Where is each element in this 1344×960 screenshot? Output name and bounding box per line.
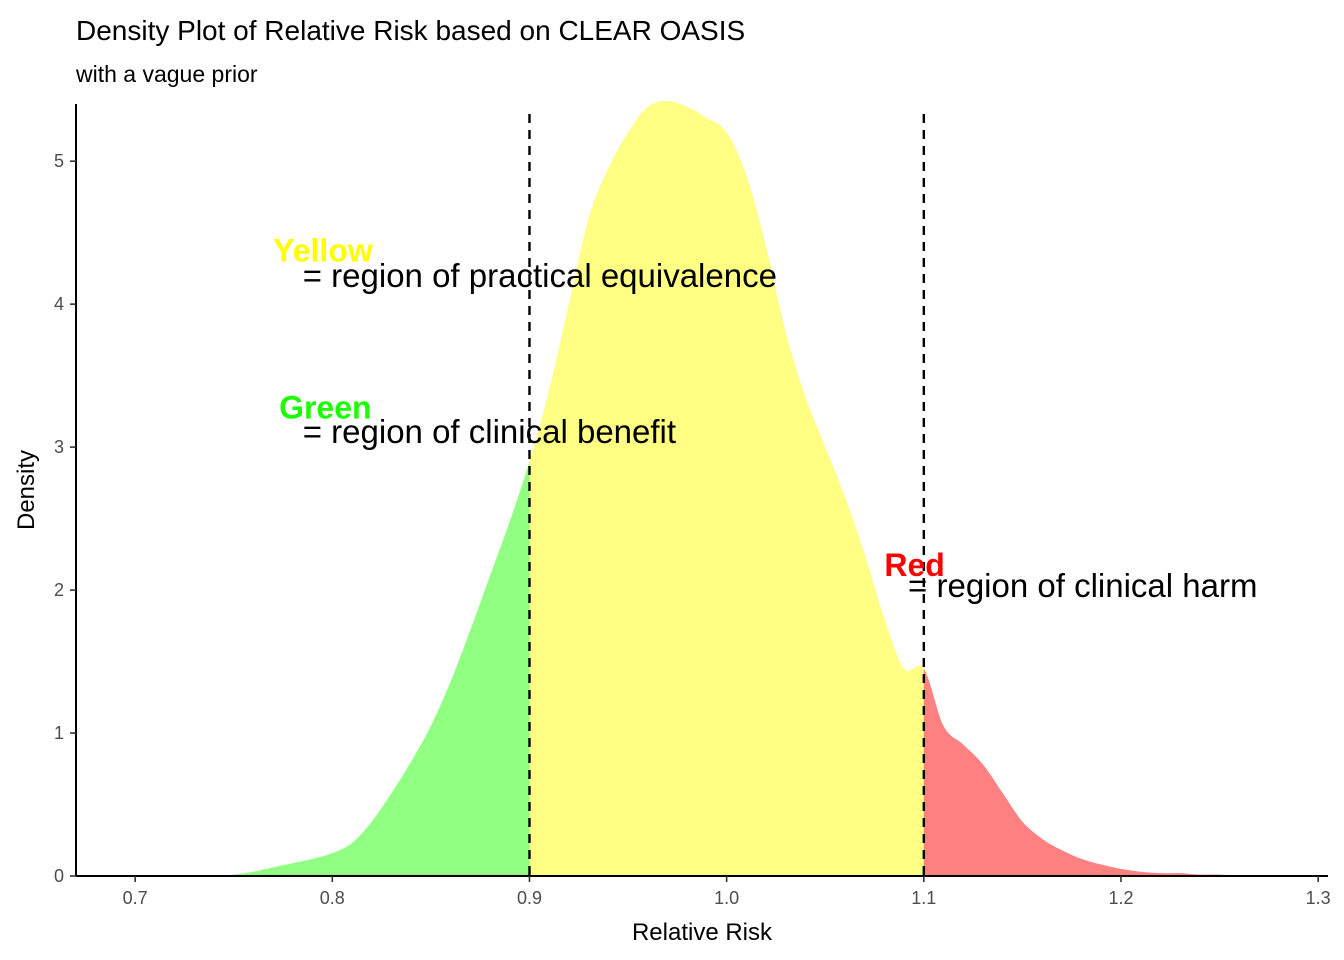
x-tick-label: 0.8 bbox=[320, 888, 345, 908]
density-area-equivalence-region bbox=[529, 101, 924, 876]
chart-subtitle: with a vague prior bbox=[75, 61, 258, 87]
annotation-color-label: Red bbox=[884, 547, 944, 583]
x-tick-label: 1.0 bbox=[714, 888, 739, 908]
annotation-text: = region of clinical harm bbox=[908, 567, 1257, 604]
x-axis-title: Relative Risk bbox=[632, 919, 773, 946]
x-tick-label: 0.7 bbox=[123, 888, 148, 908]
x-axis: 0.7 0.8 0.9 1.0 1.1 1.2 1.3 bbox=[76, 875, 1331, 908]
annotation-text: = region of practical equivalence bbox=[303, 257, 777, 294]
y-tick-label: 0 bbox=[54, 866, 64, 886]
y-axis-title: Density bbox=[13, 450, 40, 530]
annotations: Yellow= region of practical equivalence G… bbox=[273, 232, 1257, 604]
plot-area: Yellow= region of practical equivalence G… bbox=[135, 101, 1279, 876]
annotation-text: = region of clinical benefit bbox=[303, 413, 676, 450]
y-tick-label: 2 bbox=[54, 580, 64, 600]
annotation-color-label: Yellow bbox=[273, 232, 373, 268]
annotation-color-label: Green bbox=[279, 390, 371, 426]
y-tick-label: 1 bbox=[54, 723, 64, 743]
y-tick-label: 5 bbox=[54, 151, 64, 171]
x-tick-label: 1.1 bbox=[911, 888, 936, 908]
x-tick-label: 0.9 bbox=[517, 888, 542, 908]
x-tick-label: 1.2 bbox=[1108, 888, 1133, 908]
density-area-benefit-region bbox=[135, 461, 530, 876]
chart-title: Density Plot of Relative Risk based on C… bbox=[76, 15, 745, 46]
x-tick-label: 1.3 bbox=[1306, 888, 1331, 908]
y-tick-label: 3 bbox=[54, 437, 64, 457]
density-area-harm-region bbox=[923, 668, 1279, 876]
y-tick-label: 4 bbox=[54, 294, 64, 314]
y-axis: 0 1 2 3 4 5 bbox=[54, 104, 77, 886]
